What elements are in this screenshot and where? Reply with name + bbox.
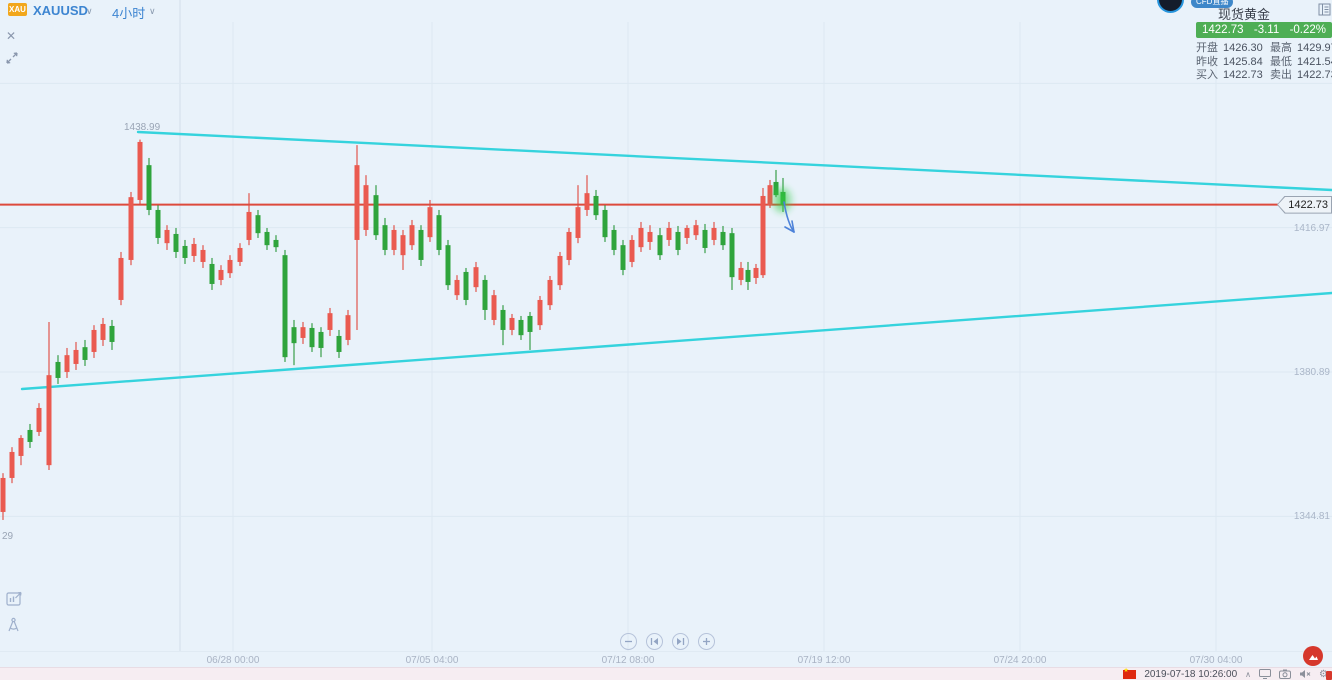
china-flag-icon: [1123, 667, 1137, 679]
date-axis-label: 07/24 20:00: [993, 655, 1047, 666]
expand-icon[interactable]: [5, 51, 19, 70]
indicator-icon[interactable]: [6, 590, 23, 612]
cfd-chip[interactable]: CFD直播: [1191, 0, 1234, 8]
zoom-out-button[interactable]: [620, 633, 637, 650]
chevron-up-icon[interactable]: ∧: [1245, 669, 1252, 679]
date-axis-label: 07/05 04:00: [405, 655, 459, 666]
quote-title: 现货黄金: [1218, 7, 1271, 22]
close-icon[interactable]: ✕: [6, 29, 17, 43]
quote-stat-val: 1422.73: [1223, 69, 1263, 81]
price-change-pct: -0.22%: [1289, 24, 1326, 36]
quote-stat-lbl: 最低: [1270, 55, 1292, 68]
axis-divider: [0, 651, 1332, 652]
zoom-in-button[interactable]: [698, 633, 715, 650]
taskbar-datetime: 2019-07-18 10:26:00: [1144, 668, 1238, 680]
quote-panel: 现货黄金 1422.73 -3.11 -0.22% 开盘 1426.30 最高 142…: [1196, 0, 1332, 83]
date-axis-label: 06/28 00:00: [206, 655, 260, 666]
quote-stat-val: 1421.54: [1297, 55, 1332, 68]
quote-stat-lbl: 最高: [1270, 42, 1292, 54]
price-line-tag: 1422.73: [1277, 195, 1332, 214]
price-axis-label: 1416.97: [1293, 222, 1330, 234]
symbol-badge-icon: XAU: [8, 3, 27, 16]
quote-stat-val: 1429.97: [1297, 42, 1332, 54]
quote-stat-lbl: 卖出: [1270, 69, 1292, 81]
price-change-pill: 1422.73 -3.11 -0.22%: [1196, 22, 1332, 38]
gear-icon[interactable]: ⚙: [1319, 668, 1328, 680]
price-line-tag-value: 1422.73: [1278, 196, 1331, 213]
quote-stat-val: 1425.84: [1223, 55, 1263, 68]
quote-stat-val: 1426.30: [1223, 42, 1263, 54]
go-to-end-button[interactable]: [672, 633, 689, 650]
camera-icon[interactable]: [1279, 669, 1292, 679]
quote-stat-lbl: 开盘: [1196, 42, 1218, 54]
high-price-label: 1438.99: [124, 122, 161, 133]
quote-stat-row: 昨收 1425.84 最低 1421.54: [1196, 56, 1332, 70]
price-axis-label: 1380.89: [1293, 367, 1330, 378]
quote-stat-row: 开盘 1426.30 最高 1429.97: [1196, 42, 1332, 56]
symbol-selector[interactable]: XAUUSD: [33, 3, 88, 18]
price-axis-label: 1344.81: [1293, 511, 1330, 523]
quote-stats: 开盘 1426.30 最高 1429.97 昨收 1425.84 最低 1421.54 买入 14…: [1196, 42, 1332, 83]
date-axis-label: 07/19 12:00: [797, 655, 851, 666]
timeframe-selector[interactable]: 4小时: [112, 6, 146, 21]
chevron-down-icon[interactable]: ∨: [86, 6, 93, 16]
taskbar-red-icon-partial[interactable]: [1326, 671, 1332, 680]
date-axis-label: 07/12 08:00: [601, 655, 655, 666]
last-price: 1422.73: [1202, 24, 1244, 36]
go-to-start-button[interactable]: [646, 633, 663, 650]
price-change: -3.11: [1253, 24, 1280, 36]
taskbar: [0, 667, 1332, 680]
quote-stat-lbl: 昨收: [1196, 55, 1218, 68]
clipped-price-label: 29: [2, 531, 14, 542]
date-axis-label: 07/30 04:00: [1189, 655, 1243, 666]
quote-stat-lbl: 买入: [1196, 69, 1218, 81]
compass-drawing-icon[interactable]: [6, 617, 21, 639]
red-badge-icon[interactable]: [1303, 646, 1323, 666]
quote-stat-val: 1422.73: [1297, 69, 1332, 81]
quote-stat-row: 买入 1422.73 卖出 1422.73: [1196, 69, 1332, 83]
speaker-mute-icon[interactable]: [1299, 669, 1311, 679]
panel-layout-icon[interactable]: [1318, 3, 1331, 21]
chevron-down-icon[interactable]: ∨: [149, 6, 156, 16]
chart-nav-controls: [620, 633, 715, 650]
monitor-icon[interactable]: [1259, 669, 1272, 679]
